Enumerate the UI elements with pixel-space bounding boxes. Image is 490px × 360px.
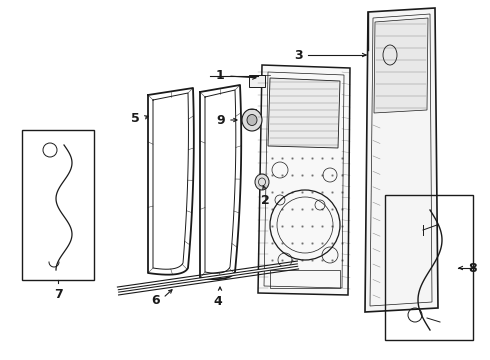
Text: 4: 4 — [214, 295, 222, 308]
Text: 2: 2 — [261, 194, 270, 207]
Ellipse shape — [242, 109, 262, 131]
Text: 6: 6 — [151, 293, 160, 306]
Text: 9: 9 — [217, 113, 225, 126]
Text: 5: 5 — [131, 112, 140, 125]
Bar — [22, 130, 94, 280]
Polygon shape — [365, 8, 438, 312]
Text: 7: 7 — [53, 288, 62, 301]
Polygon shape — [258, 65, 350, 295]
Bar — [249, 75, 265, 87]
Text: 3: 3 — [294, 49, 302, 62]
Bar — [270, 270, 340, 288]
Ellipse shape — [255, 174, 269, 190]
Text: 8: 8 — [468, 261, 477, 274]
Bar — [385, 195, 473, 340]
Polygon shape — [374, 18, 428, 113]
Polygon shape — [268, 78, 340, 148]
Text: 1: 1 — [215, 68, 224, 81]
Ellipse shape — [247, 114, 257, 126]
